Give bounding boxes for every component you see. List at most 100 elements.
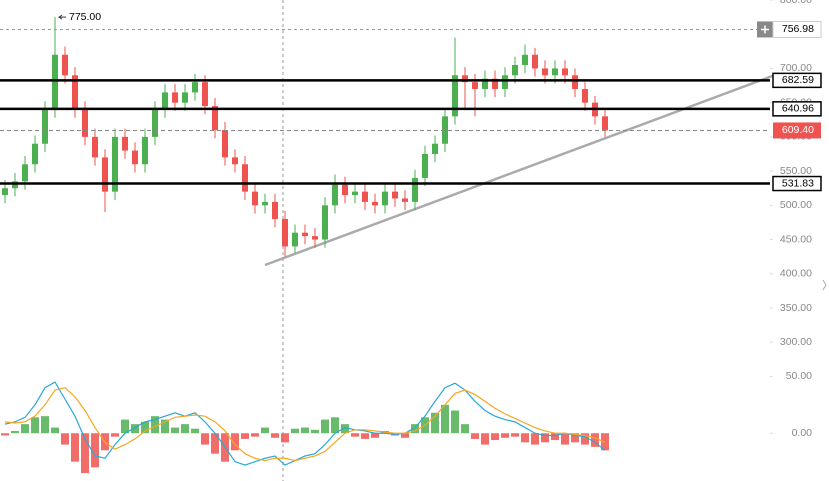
histogram-bar bbox=[231, 433, 239, 451]
histogram-bar bbox=[261, 427, 269, 434]
level-label: 531.83 bbox=[782, 177, 814, 189]
candle-body bbox=[112, 136, 118, 192]
candle-body bbox=[552, 68, 558, 76]
candle-body bbox=[312, 236, 318, 240]
y-tick-label: 0.00 bbox=[792, 427, 813, 439]
candle-body bbox=[422, 153, 428, 178]
candle-body bbox=[372, 201, 378, 206]
last-price-box bbox=[773, 122, 821, 139]
histogram-bar bbox=[471, 433, 479, 439]
histogram-bar bbox=[41, 416, 49, 434]
histogram-bar bbox=[251, 433, 259, 437]
histogram-bar bbox=[321, 419, 329, 434]
level-label: 640.96 bbox=[782, 103, 814, 115]
candle-body bbox=[502, 75, 508, 89]
candle-body bbox=[302, 232, 308, 237]
macd-line bbox=[4, 387, 606, 462]
candle-body bbox=[72, 75, 78, 110]
y-tick-label: 350.00 bbox=[780, 302, 812, 314]
histogram-bar bbox=[371, 433, 379, 438]
candle-body bbox=[202, 82, 208, 107]
candle-body bbox=[512, 65, 518, 76]
candle-body bbox=[542, 68, 548, 76]
level-label-box bbox=[772, 72, 822, 89]
histogram-bar bbox=[311, 429, 319, 434]
candle-body bbox=[182, 92, 188, 103]
y-tick-label: 450.00 bbox=[780, 233, 812, 245]
crosshair-price-box bbox=[772, 20, 822, 38]
histogram-bar bbox=[451, 410, 459, 434]
y-tick-label: 550.00 bbox=[780, 165, 812, 177]
histogram-bar bbox=[551, 433, 559, 441]
candle-body bbox=[142, 136, 148, 165]
candle-body bbox=[52, 54, 58, 110]
candle-body bbox=[82, 109, 88, 137]
high-marker-label: 775.00 bbox=[69, 11, 101, 23]
candle-body bbox=[2, 188, 8, 196]
histogram-bar bbox=[81, 433, 89, 474]
candle-body bbox=[362, 191, 368, 202]
candle-body bbox=[532, 54, 538, 69]
candle-body bbox=[352, 191, 358, 196]
add-icon[interactable] bbox=[761, 25, 769, 34]
histogram-bar bbox=[11, 430, 19, 434]
histogram-bar bbox=[131, 424, 139, 434]
candle-body bbox=[102, 157, 108, 192]
candle-body bbox=[12, 181, 18, 189]
histogram-bar bbox=[201, 433, 209, 445]
histogram-bar bbox=[521, 433, 529, 443]
candle-body bbox=[522, 54, 528, 66]
histogram-bar bbox=[581, 433, 589, 445]
histogram-bar bbox=[531, 433, 539, 445]
candle-body bbox=[412, 177, 418, 202]
histogram-bar bbox=[501, 433, 509, 438]
histogram-bar bbox=[301, 427, 309, 434]
histogram-bar bbox=[241, 433, 249, 439]
histogram-bar bbox=[361, 433, 369, 439]
macd-line bbox=[4, 381, 606, 466]
candle-body bbox=[22, 164, 28, 182]
scroll-arrow[interactable] bbox=[822, 279, 827, 291]
histogram-bar bbox=[541, 433, 549, 443]
candle-body bbox=[602, 116, 608, 131]
histogram-bar bbox=[61, 433, 69, 445]
histogram-bar bbox=[91, 433, 99, 468]
histogram-bar bbox=[411, 424, 419, 434]
histogram-bar bbox=[271, 433, 279, 438]
y-tick-label: 700.00 bbox=[780, 62, 812, 74]
candle-body bbox=[32, 143, 38, 165]
level-label: 682.59 bbox=[782, 74, 814, 86]
histogram-bar bbox=[351, 433, 359, 437]
histogram-bar bbox=[211, 433, 219, 454]
histogram-bar bbox=[281, 433, 289, 443]
histogram-bar bbox=[1, 433, 9, 436]
y-tick-label: 800.00 bbox=[780, 0, 812, 6]
candle-body bbox=[452, 75, 458, 117]
level-label-box bbox=[772, 101, 822, 117]
candle-body bbox=[122, 136, 128, 151]
candle-body bbox=[252, 191, 258, 206]
histogram-bar bbox=[31, 417, 39, 434]
histogram-bar bbox=[571, 433, 579, 443]
candle-body bbox=[172, 92, 178, 103]
crosshair-price-label: 756.98 bbox=[782, 23, 814, 35]
candle-body bbox=[232, 157, 238, 165]
candle-body bbox=[572, 75, 578, 89]
candle-body bbox=[392, 191, 398, 199]
candle-body bbox=[292, 232, 298, 247]
candle-body bbox=[92, 136, 98, 158]
y-tick-label: 500.00 bbox=[780, 199, 812, 211]
level-label-box bbox=[772, 175, 822, 192]
histogram-bar bbox=[291, 428, 299, 434]
histogram-bar bbox=[331, 417, 339, 434]
candle-body bbox=[582, 88, 588, 103]
histogram-bar bbox=[511, 433, 519, 437]
last-price-label: 609.40 bbox=[782, 124, 814, 136]
histogram-bar bbox=[161, 419, 169, 434]
histogram-bar bbox=[431, 412, 439, 434]
y-tick-label: 400.00 bbox=[780, 268, 812, 280]
candle-body bbox=[222, 130, 228, 158]
histogram-bar bbox=[561, 433, 569, 445]
candle-body bbox=[472, 82, 478, 89]
